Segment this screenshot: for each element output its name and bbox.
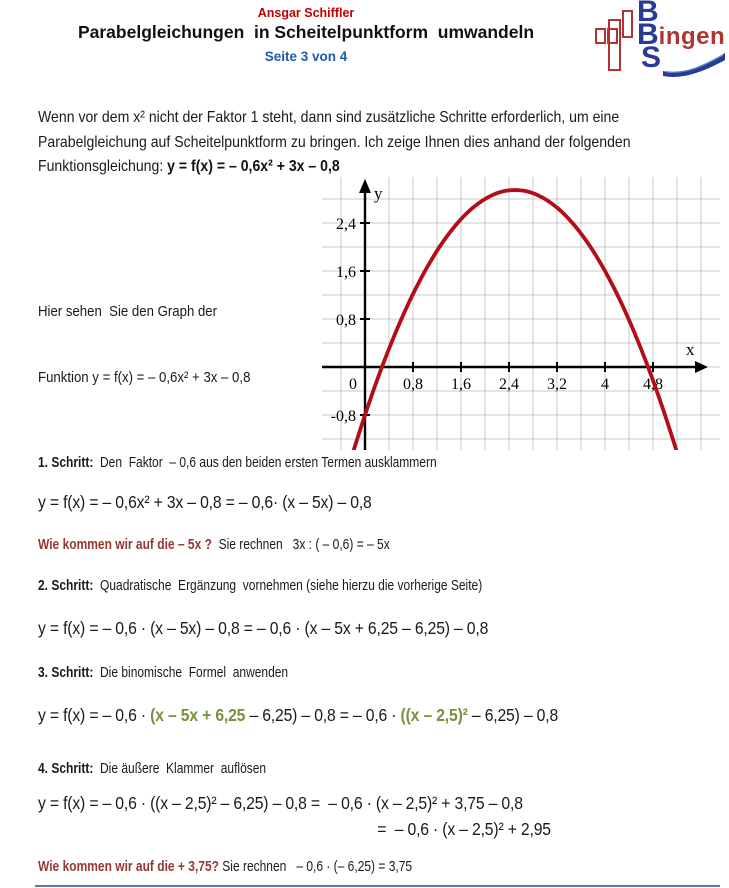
step-4-equation: y = f(x) = – 0,6 · ((x – 2,5)² – 6,25) –… — [38, 793, 722, 840]
step-2-heading: 2. Schritt: Quadratische Ergänzung vorne… — [38, 577, 483, 594]
step-1-equation: y = f(x) = – 0,6x² + 3x – 0,8 = – 0,6· (… — [38, 492, 372, 512]
intro-paragraph: Wenn vor dem x² nicht der Faktor 1 steht… — [38, 106, 690, 180]
logo-word-bingen: Bingen — [637, 18, 726, 51]
graph-caption-line1: Hier sehen Sie den Graph der — [38, 303, 218, 320]
step-4-heading: 4. Schritt: Die äußere Klammer auflösen — [38, 760, 267, 777]
logo-building-icon — [595, 10, 725, 77]
header-author: Ansgar Schiffler — [257, 6, 355, 20]
green-term-2: ((x – 2,5)² — [400, 705, 468, 725]
step-3-equation: y = f(x) = – 0,6 · (x – 5x + 6,25 – 6,25… — [38, 705, 559, 725]
step-4-equation-line2: = – 0,6 · (x – 2,5)² + 2,95 — [377, 819, 551, 839]
footer-rule — [35, 885, 720, 887]
green-term-1: (x – 5x + 6,25 — [150, 705, 246, 725]
graph-caption-line2: Funktion y = f(x) = – 0,6x² + 3x – 0,8 — [38, 369, 251, 386]
svg-text:0: 0 — [349, 376, 357, 393]
step-2-equation: y = f(x) = – 0,6 · (x – 5x) – 0,8 = – 0,… — [38, 618, 489, 638]
step-3-heading: 3. Schritt: Die binomische Formel anwend… — [38, 664, 289, 681]
logo-letter-s: S — [641, 41, 662, 74]
page-number: Seite 3 von 4 — [264, 49, 348, 64]
svg-text:1,6: 1,6 — [336, 264, 356, 281]
parabola-chart: 0,8 1,6 2,4 3,2 4 4,8 2,4 1,6 0,8 -0,8 0 x y — [322, 177, 720, 450]
intro-formula: y = f(x) = – 0,6x² + 3x – 0,8 — [167, 158, 340, 175]
svg-text:4: 4 — [601, 376, 609, 393]
question-highlight: Wie kommen wir auf die + 3,75? — [38, 858, 219, 875]
svg-text:-0,8: -0,8 — [331, 408, 356, 425]
graph-caption: Hier sehen Sie den Graph der Funktion y … — [38, 257, 566, 433]
page-title: Parabelgleichungen in Scheitelpunktform … — [77, 22, 535, 42]
svg-text:2,4: 2,4 — [499, 376, 519, 393]
logo-letter-b: B — [637, 0, 659, 28]
step-2-label: 2. Schritt: — [38, 577, 94, 594]
svg-text:0,8: 0,8 — [403, 376, 423, 393]
svg-text:0,8: 0,8 — [336, 312, 356, 329]
svg-text:x: x — [686, 340, 695, 359]
svg-text:y: y — [374, 184, 383, 203]
svg-text:2,4: 2,4 — [336, 216, 356, 233]
svg-text:3,2: 3,2 — [547, 376, 567, 393]
step-4-equation-line1: y = f(x) = – 0,6 · ((x – 2,5)² – 6,25) –… — [38, 793, 523, 813]
step-1-label: 1. Schritt: — [38, 454, 94, 471]
logo-swoosh-icon — [663, 53, 725, 77]
intro-text: Wenn vor dem x² nicht der Faktor 1 steht… — [38, 109, 635, 175]
question-highlight: Wie kommen wir auf die – 5x ? — [38, 536, 212, 553]
step-1-heading: 1. Schritt: Den Faktor – 0,6 aus den bei… — [38, 454, 437, 471]
step-4-question: Wie kommen wir auf die + 3,75? Sie rechn… — [38, 858, 413, 875]
bbs-bingen-logo: B Bingen S — [585, 0, 727, 79]
step-3-label: 3. Schritt: — [38, 664, 94, 681]
step-4-label: 4. Schritt: — [38, 760, 94, 777]
step-1-question: Wie kommen wir auf die – 5x ? Sie rechne… — [38, 536, 390, 553]
svg-text:1,6: 1,6 — [451, 376, 471, 393]
